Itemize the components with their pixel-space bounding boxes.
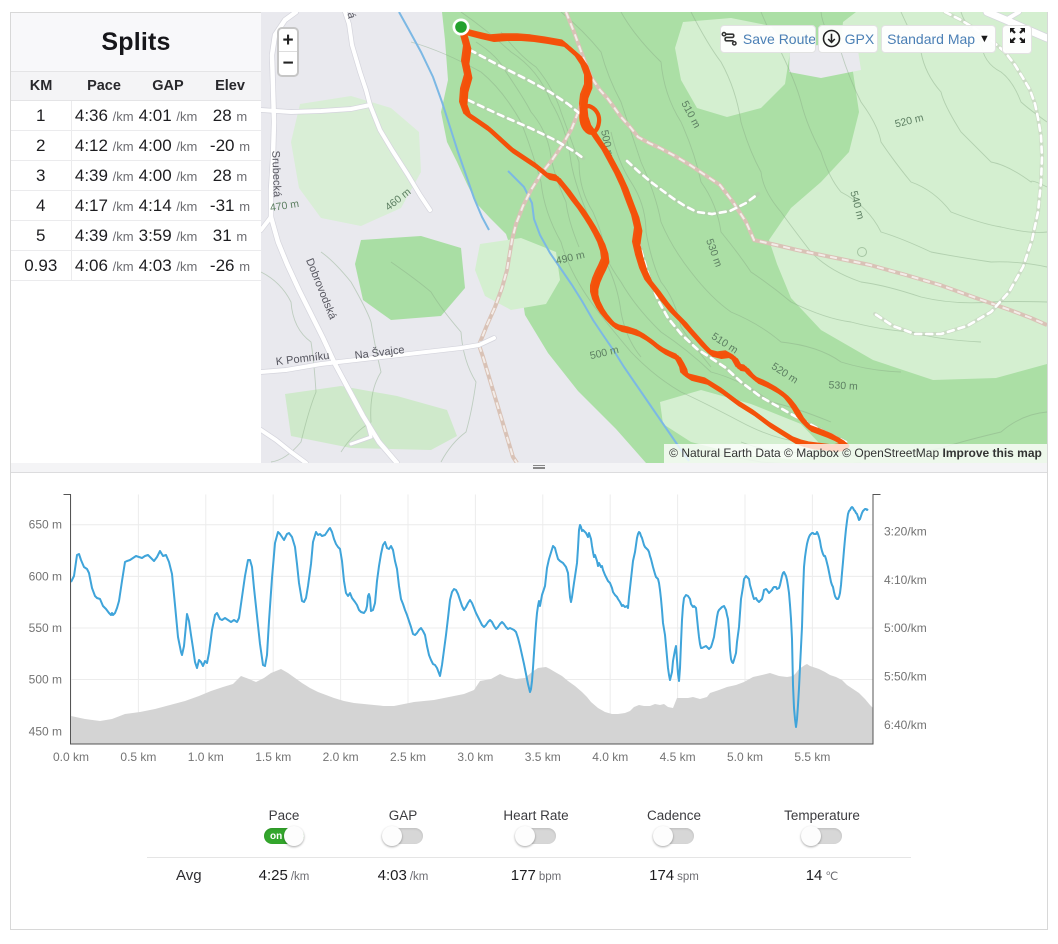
svg-text:4.0 km: 4.0 km xyxy=(592,750,628,764)
svg-text:1.5 km: 1.5 km xyxy=(255,750,291,764)
svg-text:3:20/km: 3:20/km xyxy=(884,524,927,538)
svg-text:650 m: 650 m xyxy=(29,518,62,532)
svg-text:6:40/km: 6:40/km xyxy=(884,718,927,732)
svg-text:450 m: 450 m xyxy=(29,724,62,738)
svg-text:2.0 km: 2.0 km xyxy=(323,750,359,764)
svg-text:550 m: 550 m xyxy=(29,621,62,635)
svg-text:0.0 km: 0.0 km xyxy=(53,750,89,764)
svg-text:500 m: 500 m xyxy=(29,673,62,687)
svg-text:3.0 km: 3.0 km xyxy=(457,750,493,764)
svg-text:5.5 km: 5.5 km xyxy=(794,750,830,764)
svg-text:500 m: 500 m xyxy=(598,129,616,160)
svg-text:530 m: 530 m xyxy=(828,379,858,393)
svg-text:3.5 km: 3.5 km xyxy=(525,750,561,764)
svg-text:á: á xyxy=(345,12,358,20)
svg-text:Srubecká: Srubecká xyxy=(269,150,283,198)
svg-text:2.5 km: 2.5 km xyxy=(390,750,426,764)
svg-text:5:00/km: 5:00/km xyxy=(884,621,927,635)
svg-text:4:10/km: 4:10/km xyxy=(884,573,927,587)
svg-text:470 m: 470 m xyxy=(269,198,300,214)
svg-text:600 m: 600 m xyxy=(29,569,62,583)
svg-text:5:50/km: 5:50/km xyxy=(884,670,927,684)
svg-text:0.5 km: 0.5 km xyxy=(120,750,156,764)
svg-text:4.5 km: 4.5 km xyxy=(660,750,696,764)
svg-text:5.0 km: 5.0 km xyxy=(727,750,763,764)
svg-text:Na Švajce: Na Švajce xyxy=(354,343,405,362)
svg-text:1.0 km: 1.0 km xyxy=(188,750,224,764)
